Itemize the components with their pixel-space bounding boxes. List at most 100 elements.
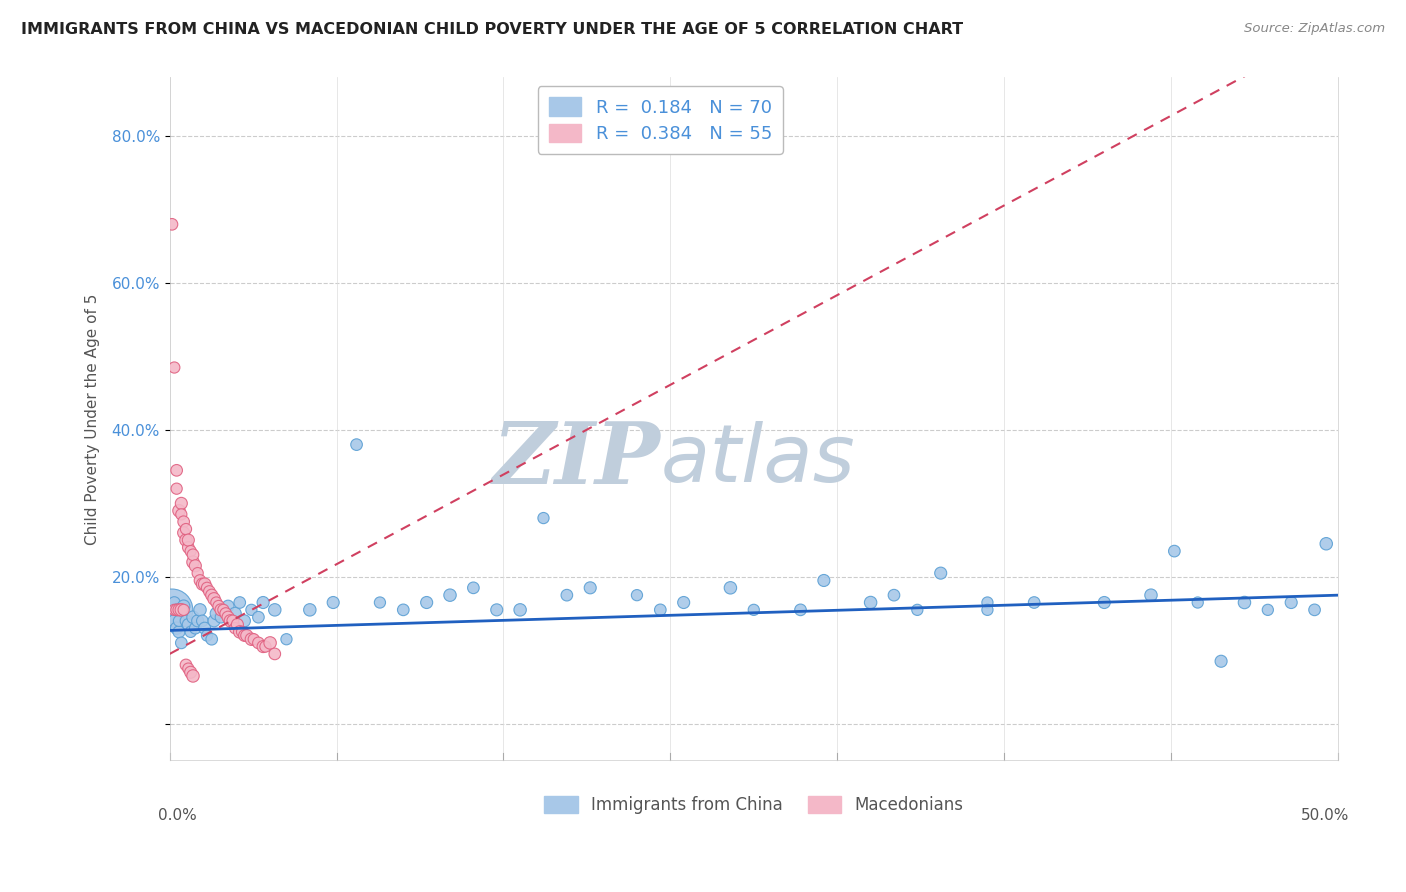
- Point: [166, 463, 188, 477]
- Point: [1315, 537, 1337, 551]
- Point: [976, 603, 998, 617]
- Point: [485, 603, 508, 617]
- Point: [252, 595, 274, 609]
- Point: [215, 607, 238, 621]
- Point: [177, 617, 200, 632]
- Point: [160, 217, 183, 231]
- Point: [201, 632, 224, 647]
- Point: [392, 603, 415, 617]
- Point: [240, 603, 263, 617]
- Point: [463, 581, 485, 595]
- Point: [209, 610, 232, 624]
- Point: [259, 636, 281, 650]
- Point: [166, 603, 188, 617]
- Point: [322, 595, 344, 609]
- Point: [240, 632, 263, 647]
- Point: [231, 624, 253, 639]
- Point: [167, 603, 190, 617]
- Point: [742, 603, 765, 617]
- Point: [976, 595, 998, 609]
- Point: [170, 603, 193, 617]
- Point: [1187, 595, 1209, 609]
- Point: [191, 614, 214, 628]
- Point: [166, 603, 188, 617]
- Point: [224, 621, 246, 635]
- Point: [254, 640, 277, 654]
- Point: [194, 621, 217, 635]
- Point: [181, 669, 204, 683]
- Point: [1140, 588, 1163, 602]
- Point: [174, 614, 197, 628]
- Point: [163, 614, 186, 628]
- Point: [160, 603, 183, 617]
- Point: [163, 603, 186, 617]
- Point: [209, 603, 232, 617]
- Point: [188, 574, 211, 588]
- Point: [184, 621, 207, 635]
- Point: [650, 603, 672, 617]
- Point: [173, 599, 195, 614]
- Point: [219, 614, 242, 628]
- Text: 50.0%: 50.0%: [1301, 808, 1350, 823]
- Point: [177, 533, 200, 547]
- Point: [346, 437, 368, 451]
- Point: [555, 588, 578, 602]
- Point: [252, 640, 274, 654]
- Point: [626, 588, 648, 602]
- Point: [224, 607, 246, 621]
- Text: 0.0%: 0.0%: [157, 808, 197, 823]
- Point: [368, 595, 391, 609]
- Point: [226, 617, 249, 632]
- Point: [184, 558, 207, 573]
- Text: ZIP: ZIP: [492, 418, 661, 501]
- Point: [194, 577, 217, 591]
- Point: [208, 599, 231, 614]
- Point: [163, 360, 186, 375]
- Point: [1024, 595, 1046, 609]
- Point: [247, 610, 270, 624]
- Y-axis label: Child Poverty Under the Age of 5: Child Poverty Under the Age of 5: [86, 293, 100, 545]
- Point: [166, 621, 188, 635]
- Point: [170, 603, 193, 617]
- Point: [180, 544, 202, 558]
- Point: [187, 614, 209, 628]
- Point: [263, 603, 285, 617]
- Point: [170, 636, 193, 650]
- Point: [533, 511, 555, 525]
- Point: [672, 595, 695, 609]
- Point: [180, 665, 202, 680]
- Point: [217, 610, 239, 624]
- Point: [1257, 603, 1279, 617]
- Point: [1233, 595, 1256, 609]
- Point: [205, 595, 228, 609]
- Point: [177, 662, 200, 676]
- Point: [1279, 595, 1302, 609]
- Point: [181, 610, 204, 624]
- Point: [180, 624, 202, 639]
- Point: [235, 629, 257, 643]
- Point: [883, 588, 905, 602]
- Point: [222, 614, 245, 628]
- Point: [181, 555, 204, 569]
- Point: [170, 496, 193, 510]
- Point: [859, 595, 882, 609]
- Point: [166, 482, 188, 496]
- Point: [229, 595, 252, 609]
- Point: [905, 603, 928, 617]
- Legend: Immigrants from China, Macedonians: Immigrants from China, Macedonians: [537, 789, 970, 821]
- Point: [247, 636, 270, 650]
- Text: atlas: atlas: [661, 421, 855, 499]
- Point: [229, 624, 252, 639]
- Point: [163, 595, 186, 609]
- Point: [263, 647, 285, 661]
- Point: [929, 566, 952, 581]
- Point: [167, 624, 190, 639]
- Point: [195, 629, 218, 643]
- Text: Source: ZipAtlas.com: Source: ZipAtlas.com: [1244, 22, 1385, 36]
- Point: [439, 588, 461, 602]
- Point: [167, 504, 190, 518]
- Point: [415, 595, 437, 609]
- Point: [205, 607, 228, 621]
- Point: [1163, 544, 1185, 558]
- Point: [509, 603, 531, 617]
